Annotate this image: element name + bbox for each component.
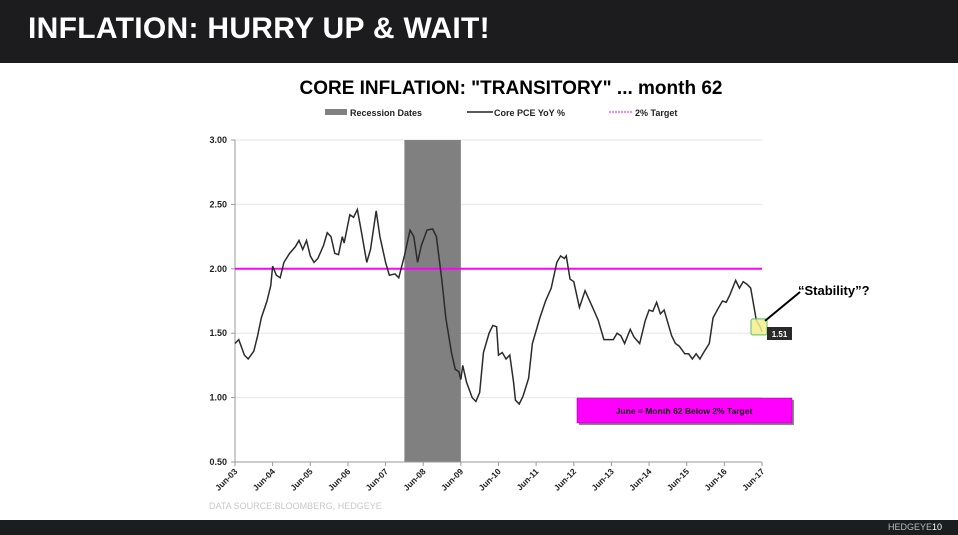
chart-title: CORE INFLATION: "TRANSITORY" ... month 6… xyxy=(299,78,722,99)
x-tick-label: Jun-17 xyxy=(740,466,767,493)
x-tick-label: Jun-03 xyxy=(213,466,240,493)
x-tick-label: Jun-10 xyxy=(476,466,503,493)
x-tick-label: Jun-15 xyxy=(665,466,692,493)
y-tick-label: 0.50 xyxy=(209,457,227,467)
slide-footer: HEDGEYE 10 xyxy=(0,520,958,535)
x-tick-label: Jun-12 xyxy=(552,466,579,493)
y-tick-label: 2.50 xyxy=(209,199,227,209)
x-tick-label: Jun-16 xyxy=(702,466,729,493)
legend: Recession Dates Core PCE YoY % 2% Target xyxy=(325,108,677,118)
last-value-label: 1.51 xyxy=(772,330,788,339)
y-tick-label: 1.50 xyxy=(209,328,227,338)
x-tick-label: Jun-04 xyxy=(251,466,278,493)
y-tick-label: 2.00 xyxy=(209,264,227,274)
legend-recession-swatch xyxy=(325,109,347,115)
x-tick-label: Jun-07 xyxy=(364,466,391,493)
last-value-badge xyxy=(767,327,792,340)
legend-recession-label: Recession Dates xyxy=(350,108,422,118)
legend-pce-label: Core PCE YoY % xyxy=(494,108,565,118)
x-tick-label: Jun-13 xyxy=(589,466,616,493)
core-pce-line xyxy=(234,207,763,406)
stability-annotation: “Stability”? xyxy=(798,283,870,298)
x-tick-label: Jun-09 xyxy=(439,466,466,493)
legend-target-label: 2% Target xyxy=(635,108,677,118)
page-number: 10 xyxy=(931,522,942,532)
annotation-connector xyxy=(764,291,801,322)
footer-brand: HEDGEYE xyxy=(887,522,932,532)
x-tick-label: Jun-05 xyxy=(288,466,315,493)
y-tick-label: 3.00 xyxy=(209,135,227,145)
x-tick-label: Jun-11 xyxy=(514,466,540,492)
last-value-highlight xyxy=(750,318,768,336)
callout-box xyxy=(576,397,793,424)
x-tick-label: Jun-14 xyxy=(627,466,654,493)
data-source: DATA SOURCE:BLOOMBERG, HEDGEYE xyxy=(209,501,382,511)
x-tick-label: Jun-06 xyxy=(326,466,353,493)
x-tick-label: Jun-08 xyxy=(401,466,428,493)
slide-title: INFLATION: HURRY UP & WAIT! xyxy=(28,12,490,45)
slide-header: INFLATION: HURRY UP & WAIT! xyxy=(0,0,958,63)
y-tick-label: 1.00 xyxy=(209,393,227,403)
recession-band xyxy=(404,140,461,462)
callout-label: June = Month 62 Below 2% Target xyxy=(616,406,753,416)
